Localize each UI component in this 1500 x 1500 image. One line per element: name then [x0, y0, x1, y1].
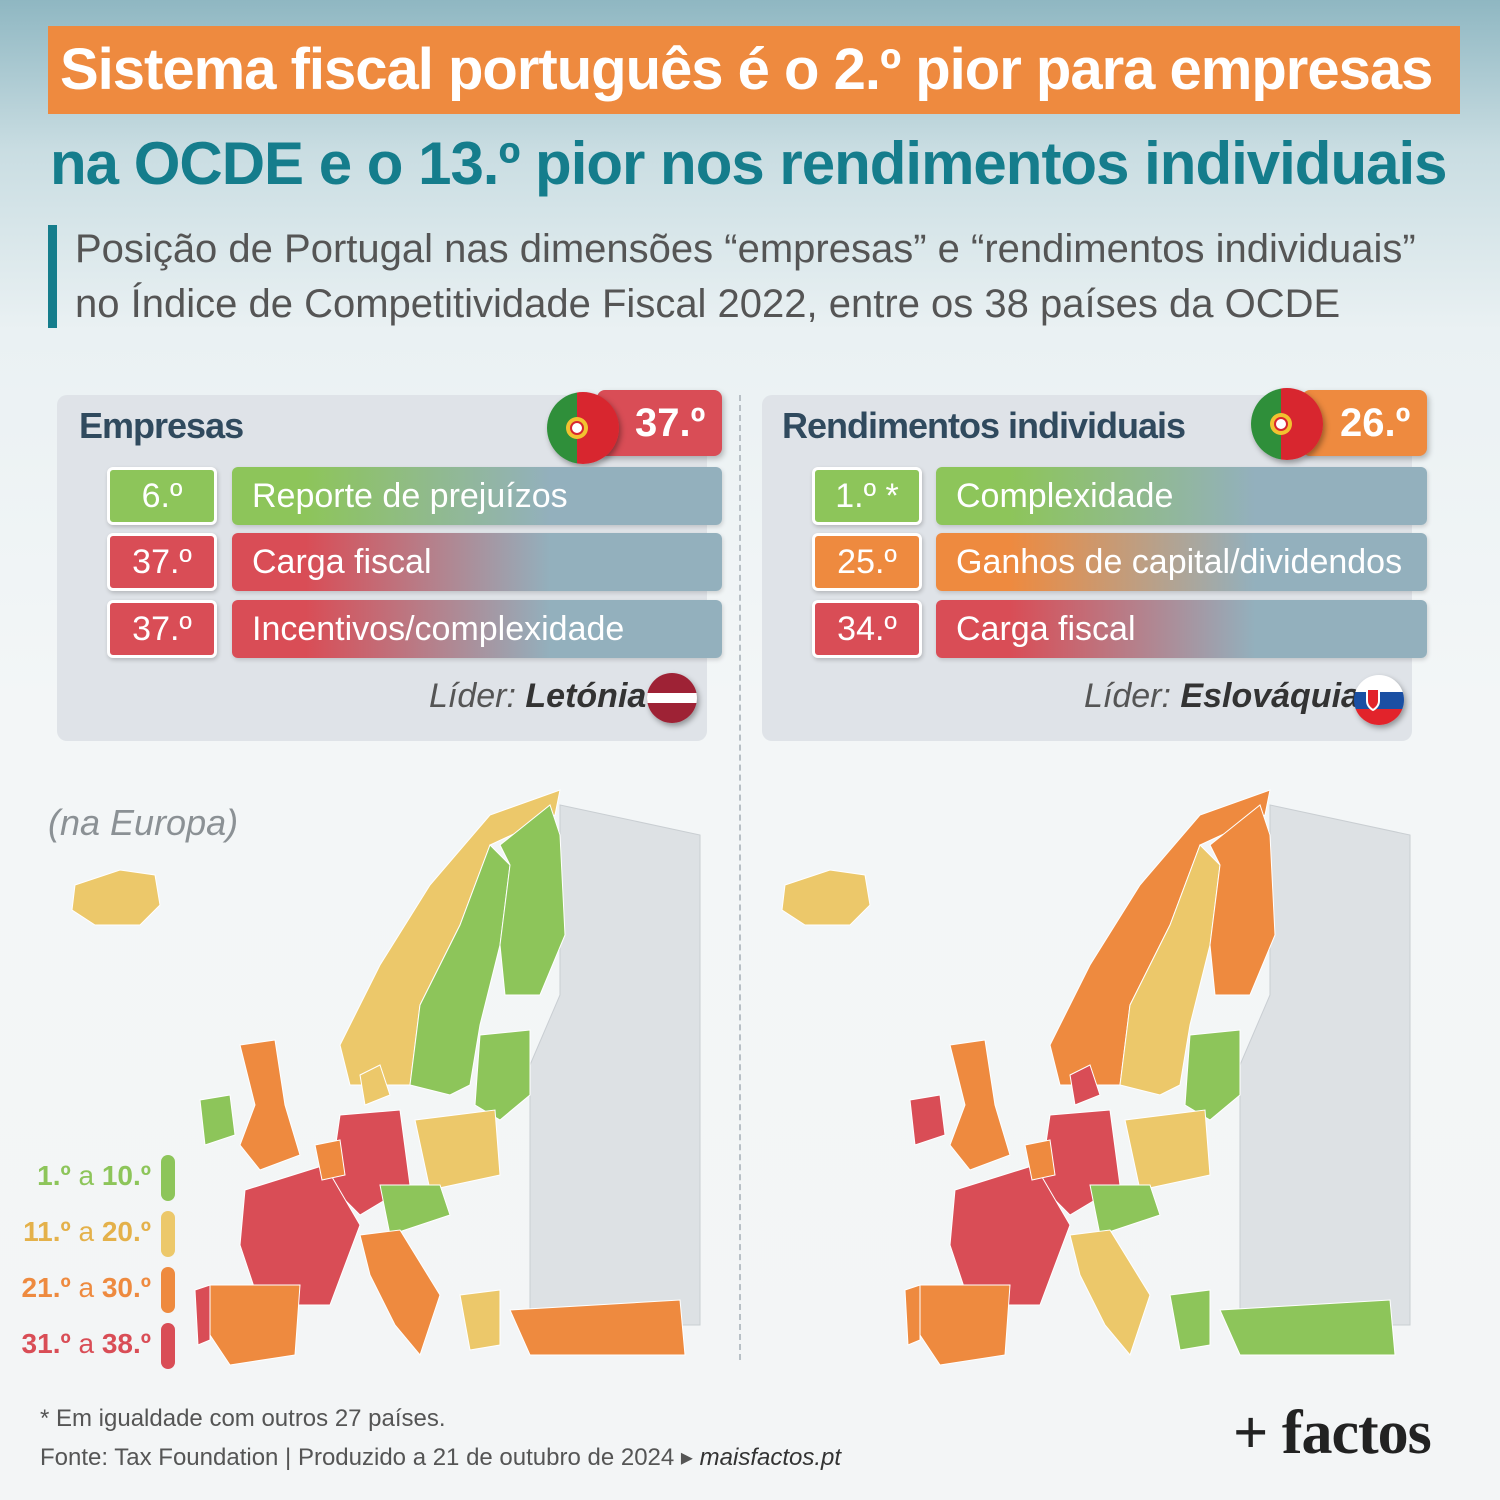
rendimentos-leader-name: Eslováquia — [1180, 677, 1360, 715]
subtitle-line-1: Posição de Portugal nas dimensões “empre… — [75, 227, 1416, 271]
legend-bar-1 — [161, 1155, 175, 1201]
subtitle: Posição de Portugal nas dimensões “empre… — [75, 222, 1475, 332]
turkey-shape — [509, 1299, 686, 1356]
poland-shape — [414, 1109, 501, 1191]
rendimentos-overall-rank: 26.º — [1340, 401, 1411, 445]
benelux-shape — [1024, 1139, 1056, 1181]
legend-bar-2 — [161, 1211, 175, 1257]
ireland-shape — [199, 1094, 236, 1146]
rendimentos-overall-badge: 26.º — [1302, 390, 1427, 456]
empresas-row-3-rank: 37.º — [107, 600, 217, 658]
benelux-shape — [314, 1139, 346, 1181]
baltics-shape — [474, 1029, 531, 1121]
portugal-flag-icon — [547, 392, 619, 464]
legend-bar-4 — [161, 1323, 175, 1369]
footnote: * Em igualdade com outros 27 países. — [40, 1405, 446, 1432]
legend-bar-3 — [161, 1267, 175, 1313]
legend-item-1: 1.º a 10.º — [37, 1160, 151, 1191]
rendimentos-row-1-label: Complexidade — [936, 467, 1427, 525]
empresas-row-2-label: Carga fiscal — [232, 533, 722, 591]
empresas-row-3-label: Incentivos/complexidade — [232, 600, 722, 658]
europe-map-rendimentos — [781, 789, 1411, 1366]
empresas-row-2-rank: 37.º — [107, 533, 217, 591]
rendimentos-row-3-rank: 34.º — [812, 600, 922, 658]
poland-shape — [1124, 1109, 1211, 1191]
rendimentos-row-3-label: Carga fiscal — [936, 600, 1427, 658]
finland-shape — [1209, 804, 1276, 996]
factos-logo: + factos — [1233, 1399, 1432, 1467]
empresas-leader: Líder: Letónia — [429, 677, 646, 716]
italy-shape — [359, 1229, 441, 1357]
latvia-flag-icon — [647, 673, 697, 723]
uk-shape — [949, 1039, 1011, 1171]
site-link[interactable]: maisfactos.pt — [699, 1444, 842, 1471]
greece-shape — [1169, 1289, 1211, 1351]
source-line: Fonte: Tax Foundation | Produzido a 21 d… — [40, 1443, 841, 1472]
denmark-shape — [1069, 1064, 1101, 1106]
legend-item-4: 31.º a 38.º — [21, 1328, 151, 1359]
center-divider — [739, 395, 741, 1360]
iceland-shape — [781, 869, 871, 926]
portugal-flag-icon — [1251, 388, 1323, 460]
rendimentos-leader: Líder: Eslováquia — [1084, 677, 1360, 716]
slovakia-flag-icon — [1354, 675, 1404, 725]
czech-austria-shape — [1089, 1184, 1161, 1236]
empresas-leader-name: Letónia — [525, 677, 647, 715]
empresas-leader-prefix: Líder: — [429, 677, 516, 715]
rendimentos-title: Rendimentos individuais — [782, 405, 1186, 446]
spain-shape — [209, 1284, 301, 1366]
rendimentos-panel: Rendimentos individuais 26.º 1.º * Compl… — [762, 388, 1427, 741]
ireland-shape — [909, 1094, 946, 1146]
empresas-overall-rank: 37.º — [635, 401, 706, 445]
czech-austria-shape — [379, 1184, 451, 1236]
denmark-shape — [359, 1064, 391, 1106]
portugal-shape — [194, 1284, 211, 1346]
subtitle-accent-bar — [48, 225, 57, 328]
spain-shape — [919, 1284, 1011, 1366]
empresas-title: Empresas — [79, 405, 244, 446]
empresas-panel: Empresas 37.º 6.º Reporte de prejuízos 3… — [57, 390, 722, 741]
title-line-1: Sistema fiscal português é o 2.º pior pa… — [48, 26, 1460, 114]
subtitle-line-2: no Índice de Competitividade Fiscal 2022… — [75, 282, 1341, 326]
rendimentos-leader-prefix: Líder: — [1084, 677, 1171, 715]
title-line-2: na OCDE e o 13.º pior nos rendimentos in… — [50, 130, 1448, 197]
rendimentos-row-2-label: Ganhos de capital/dividendos — [936, 533, 1427, 591]
map-note: (na Europa) — [48, 802, 239, 843]
baltics-shape — [1184, 1029, 1241, 1121]
finland-shape — [499, 804, 566, 996]
iceland-shape — [71, 869, 161, 926]
italy-shape — [1069, 1229, 1151, 1357]
rendimentos-row-2-rank: 25.º — [812, 533, 922, 591]
greece-shape — [459, 1289, 501, 1351]
portugal-shape — [904, 1284, 921, 1346]
source-text: Fonte: Tax Foundation | Produzido a 21 d… — [40, 1444, 693, 1471]
empresas-row-1-rank: 6.º — [107, 467, 217, 525]
empresas-row-1-label: Reporte de prejuízos — [232, 467, 722, 525]
legend-item-3: 21.º a 30.º — [21, 1272, 151, 1303]
turkey-shape — [1219, 1299, 1396, 1356]
legend-item-2: 11.º a 20.º — [23, 1216, 151, 1247]
uk-shape — [239, 1039, 301, 1171]
rendimentos-row-1-rank: 1.º * — [812, 467, 922, 525]
europe-map-empresas — [71, 789, 701, 1366]
